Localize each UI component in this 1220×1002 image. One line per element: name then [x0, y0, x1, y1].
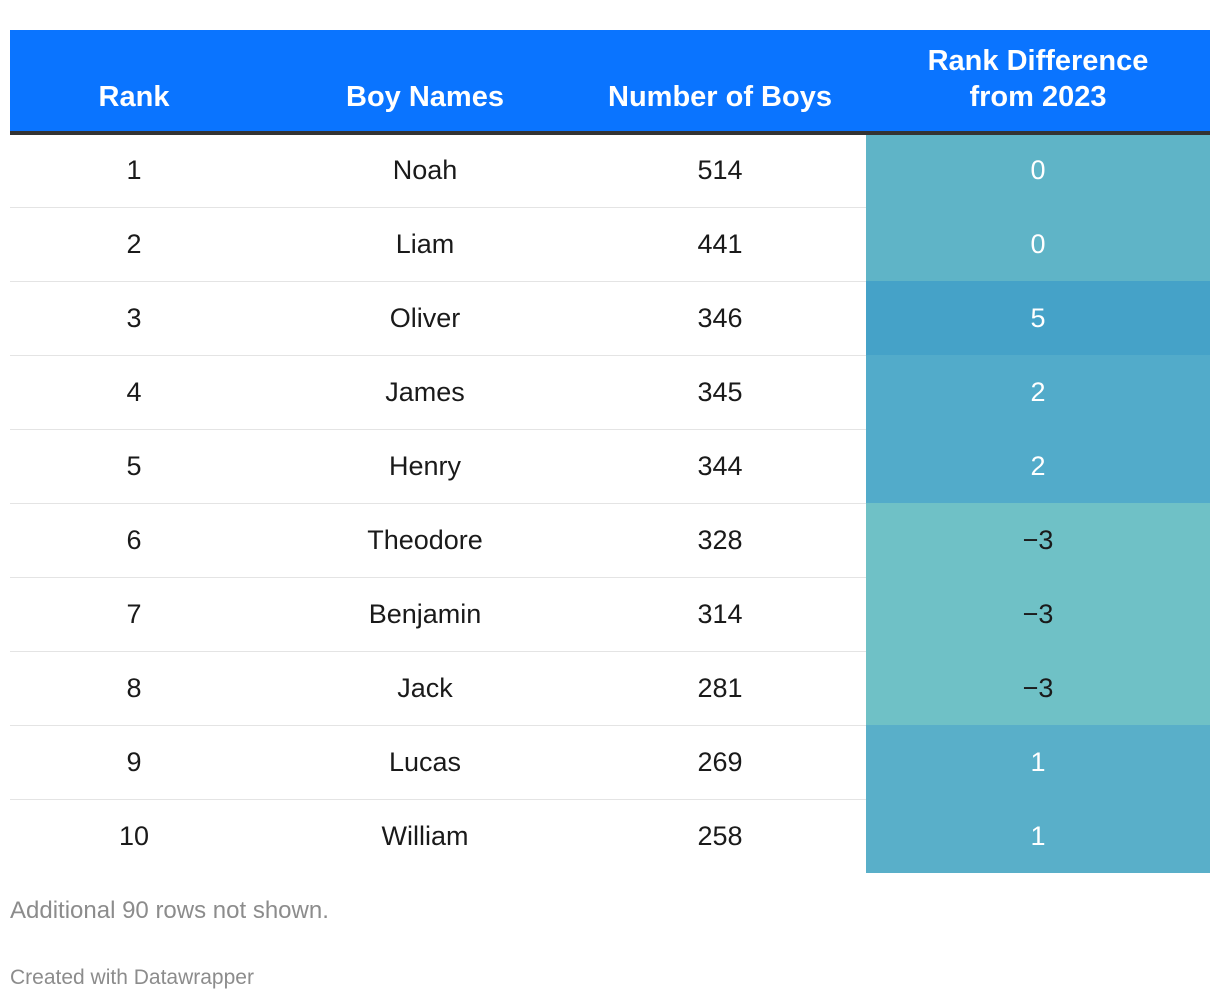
rank-diff-cell: −3 [866, 503, 1210, 577]
table-row: 2 Liam 441 0 [10, 207, 1210, 282]
name-cell: James [258, 355, 592, 430]
rank-diff-cell: 5 [866, 281, 1210, 355]
rank-diff-cell: 2 [866, 429, 1210, 503]
header-gap [848, 30, 866, 135]
name-cell: Henry [258, 429, 592, 504]
table-row: 1 Noah 514 0 [10, 133, 1210, 208]
rank-cell: 5 [10, 429, 258, 504]
table-row: 5 Henry 344 2 [10, 429, 1210, 504]
name-cell: Theodore [258, 503, 592, 578]
count-cell: 345 [592, 355, 848, 430]
rank-cell: 6 [10, 503, 258, 578]
count-cell: 281 [592, 651, 848, 726]
rank-diff-cell: 0 [866, 207, 1210, 281]
rank-cell: 3 [10, 281, 258, 356]
table-row: 8 Jack 281 −3 [10, 651, 1210, 726]
count-cell: 441 [592, 207, 848, 282]
name-cell: Benjamin [258, 577, 592, 652]
name-cell: Oliver [258, 281, 592, 356]
rank-cell: 8 [10, 651, 258, 726]
header-rank-difference-line2: from 2023 [969, 81, 1107, 113]
name-cell: William [381, 820, 469, 851]
header-boy-names[interactable]: Boy Names [258, 30, 592, 135]
footer-note: Additional 90 rows not shown. [10, 897, 329, 924]
rank-diff-cell: 1 [866, 725, 1210, 799]
gap-cell [848, 207, 866, 282]
gap-cell [848, 651, 866, 726]
table-row: 9 Lucas 269 1 [10, 725, 1210, 800]
rank-cell: 2 [10, 207, 258, 282]
count-cell: 269 [592, 725, 848, 800]
header-number-of-boys[interactable]: Number of Boys [592, 30, 848, 135]
rank-cell: 10 [118, 820, 150, 851]
table-row: 3 Oliver 346 5 [10, 281, 1210, 356]
gap-cell [848, 577, 866, 652]
table-row: 7 Benjamin 314 −3 [10, 577, 1210, 652]
rank-diff-cell: −3 [866, 651, 1210, 725]
header-rank[interactable]: Rank [10, 30, 258, 135]
table-row: 6 Theodore 328 −3 [10, 503, 1210, 578]
count-cell: 344 [592, 429, 848, 504]
rank-cell: 1 [10, 133, 258, 208]
gap-cell [848, 503, 866, 578]
rank-diff-cell: 1 [866, 799, 1210, 873]
table-row: 4 James 345 2 [10, 355, 1210, 430]
name-cell: Noah [258, 133, 592, 208]
table-container: Rank Boy Names Number of Boys Rank Diffe… [10, 30, 1210, 873]
header-rank-difference-line1: Rank Difference [927, 45, 1149, 77]
rank-cell: 9 [10, 725, 258, 800]
rank-cell: 4 [10, 355, 258, 430]
gap-cell [848, 355, 866, 430]
rank-diff-cell: 2 [866, 355, 1210, 429]
baby-names-table: Rank Boy Names Number of Boys Rank Diffe… [10, 30, 1210, 873]
count-cell: 346 [592, 281, 848, 356]
header-row: Rank Boy Names Number of Boys Rank Diffe… [10, 30, 1210, 135]
gap-cell [848, 799, 866, 873]
rank-cell: 7 [10, 577, 258, 652]
table-body: 1 Noah 514 0 2 Liam 441 0 3 Oliver 346 5 4 James 345 2 5… [10, 133, 1210, 873]
count-cell: 314 [592, 577, 848, 652]
gap-cell [848, 429, 866, 504]
name-cell: Lucas [258, 725, 592, 800]
gap-cell [848, 281, 866, 356]
gap-cell [848, 725, 866, 800]
footer-credit[interactable]: Created with Datawrapper [10, 966, 254, 989]
name-cell: Jack [258, 651, 592, 726]
count-cell: 328 [592, 503, 848, 578]
rank-diff-cell: 0 [866, 133, 1210, 207]
count-cell: 514 [592, 133, 848, 208]
count-cell: 258 [697, 820, 743, 851]
name-cell: Liam [258, 207, 592, 282]
gap-cell [848, 133, 866, 208]
header-rank-difference[interactable]: Rank Difference from 2023 [866, 30, 1210, 135]
table-row: 10 William 258 1 [10, 799, 1210, 873]
rank-diff-cell: −3 [866, 577, 1210, 651]
